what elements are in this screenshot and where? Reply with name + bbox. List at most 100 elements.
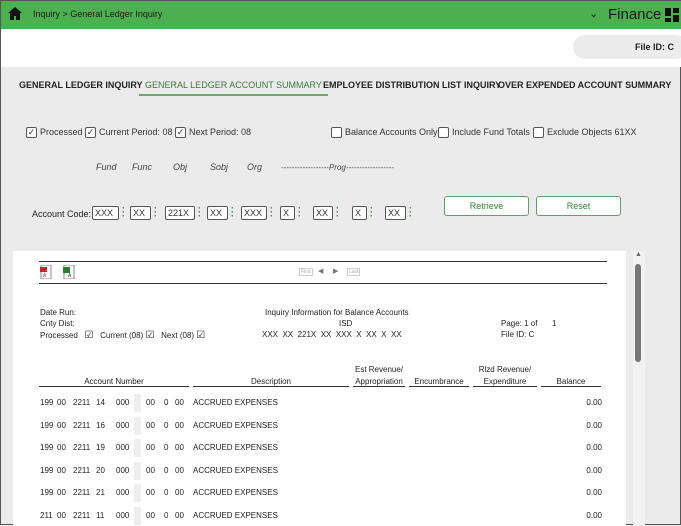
spacer — [134, 439, 141, 458]
row-balance: 0.00 — [586, 488, 602, 498]
sobj-input[interactable]: XX — [207, 206, 228, 220]
account-segment: 2211 — [73, 443, 91, 453]
processed-check-icon: ☑ — [84, 330, 94, 341]
svg-text:A: A — [43, 273, 47, 279]
row-description: ACCRUED EXPENSES — [193, 488, 278, 498]
checkbox-icon[interactable]: ✓ — [85, 127, 96, 139]
prog4-input[interactable]: XX — [385, 206, 406, 220]
row-description: ACCRUED EXPENSES — [193, 511, 278, 520]
field-lookup-icon[interactable]: · · · — [370, 203, 373, 221]
account-segment: 2211 — [73, 488, 91, 498]
column-header-account-number: Account Number — [84, 377, 144, 386]
field-lookup-icon[interactable]: · · · — [231, 203, 234, 221]
home-icon[interactable] — [8, 7, 22, 20]
scrollbar-thumb[interactable] — [635, 264, 641, 362]
grid-icon[interactable] — [665, 8, 679, 22]
account-segment: 0 — [164, 465, 169, 475]
report-title: Inquiry Information for Balance Accounts — [265, 308, 409, 317]
account-segment: 2211 — [73, 420, 91, 430]
obj-input[interactable]: 221X — [165, 206, 195, 220]
include-fund-totals-checkbox[interactable]: Include Fund Totals — [438, 127, 530, 139]
prog1-input[interactable]: X — [280, 206, 295, 220]
account-segment: 199 — [40, 420, 54, 430]
field-lookup-icon[interactable]: · · · — [198, 203, 201, 221]
account-segment: 14 — [96, 398, 105, 407]
spacer — [134, 416, 141, 435]
spacer — [134, 394, 141, 412]
reset-button[interactable]: Reset — [536, 196, 621, 216]
account-segment: 0 — [164, 398, 169, 407]
processed-checkbox[interactable]: ✓ Processed — [26, 127, 83, 139]
account-segment: 19 — [96, 443, 105, 453]
org-input[interactable]: XXX — [241, 206, 267, 220]
column-underline — [353, 386, 405, 387]
account-segment: 199 — [40, 465, 54, 475]
divider — [39, 283, 607, 284]
checkbox-icon[interactable]: ✓ — [26, 127, 37, 139]
breadcrumb[interactable]: Inquiry > General Ledger Inquiry — [33, 9, 163, 19]
account-segment: 199 — [40, 398, 54, 407]
field-lookup-icon[interactable]: · · · — [336, 203, 339, 221]
prev-page-icon[interactable]: ◀ — [318, 268, 324, 275]
account-segment: 20 — [96, 465, 105, 475]
chevron-down-icon[interactable]: ⌄ — [589, 8, 599, 20]
func-label: Func — [132, 162, 153, 172]
excel-export-icon[interactable]: A — [63, 265, 75, 279]
pdf-export-icon[interactable]: A — [40, 265, 52, 279]
next-period-checkbox[interactable]: ✓ Next Period: 08 — [175, 127, 252, 139]
last-page-button[interactable]: Last — [347, 268, 361, 276]
field-lookup-icon[interactable]: · · · — [409, 203, 412, 221]
app-name[interactable]: Finance — [608, 6, 662, 23]
field-lookup-icon[interactable]: · · · — [270, 203, 273, 221]
exclude-objects-checkbox[interactable]: Exclude Objects 61XX — [533, 127, 637, 139]
field-lookup-icon[interactable]: · · · — [298, 203, 301, 221]
account-segment: 2211 — [73, 398, 91, 407]
row-balance: 0.00 — [586, 465, 602, 475]
account-segment: 000 — [116, 443, 130, 453]
account-segment: 00 — [146, 465, 155, 475]
checkbox-icon[interactable] — [438, 127, 449, 139]
current-check-icon: ☑ — [145, 330, 155, 341]
balance-accounts-only-checkbox[interactable]: Balance Accounts Only — [331, 127, 438, 139]
account-segment: 000 — [116, 511, 130, 520]
account-segment: 00 — [175, 443, 184, 453]
account-segment: 0 — [164, 511, 169, 520]
checkbox-icon[interactable] — [331, 127, 342, 139]
scroll-up-icon[interactable]: ▲ — [635, 251, 642, 258]
field-lookup-icon[interactable]: · · · — [154, 203, 157, 221]
next-page-icon[interactable]: ▶ — [333, 268, 339, 275]
current-period-checkbox[interactable]: ✓ Current Period: 08 — [85, 127, 173, 139]
checkbox-icon[interactable]: ✓ — [175, 127, 186, 139]
fund-label: Fund — [96, 162, 117, 172]
prog2-input[interactable]: XX — [313, 206, 333, 220]
account-code-label: Account Code: — [32, 209, 92, 219]
checkbox-icon[interactable] — [533, 127, 544, 139]
sobj-label: Sobj — [210, 162, 229, 172]
retrieve-button[interactable]: Retrieve — [444, 196, 529, 216]
cnty-dist-label: Cnty Dist: — [40, 319, 75, 328]
page-label: Page: 1 of — [501, 319, 538, 328]
tab-general-ledger-account-summary[interactable]: GENERAL LEDGER ACCOUNT SUMMARY — [139, 80, 328, 96]
account-segment: 00 — [146, 420, 155, 430]
tab-employee-distribution-list-inquiry[interactable]: EMPLOYEE DISTRIBUTION LIST INQUIRY — [323, 80, 502, 90]
scrollbar[interactable]: ▲ — [633, 251, 645, 526]
column-header-rlzd-revenue: Expenditure — [483, 377, 527, 386]
first-page-button[interactable]: First — [299, 268, 313, 276]
next-check-icon: ☑ — [196, 330, 206, 341]
report-account-code: XXX XX 221X XX XXX X XX X XX — [262, 330, 402, 339]
account-segment: 2211 — [73, 465, 91, 475]
row-balance: 0.00 — [586, 398, 602, 407]
tab-general-ledger-inquiry[interactable]: GENERAL LEDGER INQUIRY — [19, 80, 143, 90]
account-segment: 00 — [146, 511, 155, 520]
prog3-input[interactable]: X — [352, 206, 367, 220]
tab-over-expended-account-summary[interactable]: OVER EXPENDED ACCOUNT SUMMARY — [498, 80, 672, 90]
fund-input[interactable]: XXX — [92, 206, 119, 220]
account-segment: 00 — [146, 398, 155, 407]
report-options: Processed ☑ Current (08) ☑ Next (08) ☑ — [40, 330, 206, 341]
field-lookup-icon[interactable]: · · · — [122, 203, 125, 221]
account-segment: 2211 — [73, 511, 91, 520]
func-input[interactable]: XX — [130, 206, 151, 220]
report-file-id: File ID: C — [501, 330, 535, 339]
account-segment: 0 — [164, 420, 169, 430]
date-run-label: Date Run: — [40, 308, 77, 317]
